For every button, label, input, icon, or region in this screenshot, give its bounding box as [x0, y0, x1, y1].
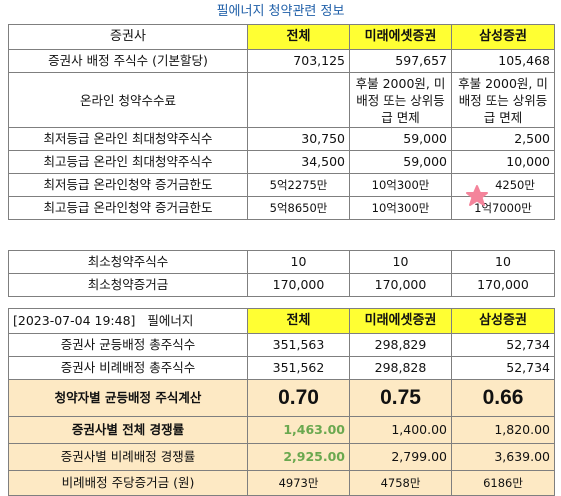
table-row: 증권사 비례배정 총주식수 351,562 298,828 52,734 [8, 356, 555, 380]
timestamp-cell: [2023-07-04 19:48] 필에너지 [8, 308, 248, 334]
cell-mirae: 10억300만 [349, 196, 452, 220]
cell-total: 1,463.00 [247, 416, 350, 444]
row-label: 최소청약증거금 [8, 273, 248, 297]
cell-samsung: 1,820.00 [451, 416, 555, 444]
table-row: 최저등급 온라인 최대청약주식수 30,750 59,000 2,500 [8, 127, 555, 151]
competition-table: [2023-07-04 19:48] 필에너지 전체 미래에셋증권 삼성증권 증… [8, 308, 555, 496]
star-mark-icon [466, 185, 488, 206]
cell-samsung: 10 [451, 250, 555, 274]
table-row: 최고등급 온라인 최대청약주식수 34,500 59,000 10,000 [8, 150, 555, 174]
row-label: 증권사 비례배정 총주식수 [8, 356, 248, 380]
table-row: 최소청약주식수 10 10 10 [8, 250, 555, 274]
cell-total: 10 [247, 250, 350, 274]
cell-mirae: 298,829 [349, 333, 452, 357]
row-label: 최고등급 온라인청약 증거금한도 [8, 196, 248, 220]
cell-mirae: 10억300만 [349, 173, 452, 197]
allocation-info-table: 증권사 전체 미래에셋증권 삼성증권 증권사 배정 주식수 (기본할당) 703… [8, 24, 555, 220]
cell-total: 2,925.00 [247, 443, 350, 471]
header-samsung: 삼성증권 [451, 308, 555, 334]
timestamp: [2023-07-04 19:48] [13, 313, 136, 328]
cell-samsung: 52,734 [451, 356, 555, 380]
page-title: 필에너지 청약관련 정보 [216, 4, 345, 19]
cell-mirae: 후불 2000원, 미배정 또는 상위등급 면제 [349, 72, 452, 128]
cell-samsung: 0.66 [451, 379, 555, 417]
header-mirae: 미래에셋증권 [349, 308, 452, 334]
table-row: 증권사별 비례배정 경쟁률 2,925.00 2,799.00 3,639.00 [8, 443, 555, 471]
cell-total [247, 72, 350, 128]
cell-mirae: 170,000 [349, 273, 452, 297]
row-label: 온라인 청약수수료 [8, 72, 248, 128]
table-row: 온라인 청약수수료 후불 2000원, 미배정 또는 상위등급 면제 후불 20… [8, 72, 555, 128]
row-label: 증권사 균등배정 총주식수 [8, 333, 248, 357]
cell-samsung: 후불 2000원, 미배정 또는 상위등급 면제 [451, 72, 555, 128]
cell-mirae: 2,799.00 [349, 443, 452, 471]
cell-mirae: 10 [349, 250, 452, 274]
cell-mirae: 4758만 [349, 470, 452, 496]
cell-samsung: 105,468 [451, 49, 555, 73]
row-label: 증권사 배정 주식수 (기본할당) [8, 49, 248, 73]
row-label: 증권사별 비례배정 경쟁률 [8, 443, 248, 471]
table-header-row: [2023-07-04 19:48] 필에너지 전체 미래에셋증권 삼성증권 [8, 308, 555, 334]
cell-samsung: 4250만 [451, 173, 555, 197]
table-row: 비례배정 주당증거금 (원) 4973만 4758만 6186만 [8, 470, 555, 496]
cell-samsung: 170,000 [451, 273, 555, 297]
header-broker-label: 증권사 [8, 24, 248, 50]
cell-total: 0.70 [247, 379, 350, 417]
cell-mirae: 298,828 [349, 356, 452, 380]
row-label: 비례배정 주당증거금 (원) [8, 470, 248, 496]
cell-samsung: 2,500 [451, 127, 555, 151]
header-mirae: 미래에셋증권 [349, 24, 452, 50]
cell-total: 34,500 [247, 150, 350, 174]
cell-mirae: 0.75 [349, 379, 452, 417]
company-name: 필에너지 [147, 313, 194, 328]
cell-samsung: 3,639.00 [451, 443, 555, 471]
cell-mirae: 59,000 [349, 127, 452, 151]
table-header-row: 증권사 전체 미래에셋증권 삼성증권 [8, 24, 555, 50]
row-label: 최저등급 온라인청약 증거금한도 [8, 173, 248, 197]
cell-mirae: 59,000 [349, 150, 452, 174]
cell-samsung: 10,000 [451, 150, 555, 174]
minimum-subscription-table: 최소청약주식수 10 10 10 최소청약증거금 170,000 170,000… [8, 250, 555, 297]
header-total: 전체 [247, 308, 350, 334]
cell-samsung: 6186만 [451, 470, 555, 496]
cell-mirae: 1,400.00 [349, 416, 452, 444]
row-label: 최저등급 온라인 최대청약주식수 [8, 127, 248, 151]
cell-samsung: 1억7000만 [451, 196, 555, 220]
cell-total: 30,750 [247, 127, 350, 151]
cell-total: 5억8650만 [247, 196, 350, 220]
cell-total: 170,000 [247, 273, 350, 297]
row-label: 최고등급 온라인 최대청약주식수 [8, 150, 248, 174]
cell-total: 4973만 [247, 470, 350, 496]
row-label: 청약자별 균등배정 주식계산 [8, 379, 248, 417]
table-row: 청약자별 균등배정 주식계산 0.70 0.75 0.66 [8, 379, 555, 417]
table-row: 증권사 배정 주식수 (기본할당) 703,125 597,657 105,46… [8, 49, 555, 73]
header-samsung: 삼성증권 [451, 24, 555, 50]
cell-total: 703,125 [247, 49, 350, 73]
header-total: 전체 [247, 24, 350, 50]
table-row: 최소청약증거금 170,000 170,000 170,000 [8, 273, 555, 297]
cell-total: 5억2275만 [247, 173, 350, 197]
table-row: 최고등급 온라인청약 증거금한도 5억8650만 10억300만 1억7000만 [8, 196, 555, 220]
cell-total: 351,562 [247, 356, 350, 380]
cell-total: 351,563 [247, 333, 350, 357]
table-row: 증권사 균등배정 총주식수 351,563 298,829 52,734 [8, 333, 555, 357]
row-label: 최소청약주식수 [8, 250, 248, 274]
cell-samsung: 52,734 [451, 333, 555, 357]
cell-mirae: 597,657 [349, 49, 452, 73]
row-label: 증권사별 전체 경쟁률 [8, 416, 248, 444]
table-row: 증권사별 전체 경쟁률 1,463.00 1,400.00 1,820.00 [8, 416, 555, 444]
